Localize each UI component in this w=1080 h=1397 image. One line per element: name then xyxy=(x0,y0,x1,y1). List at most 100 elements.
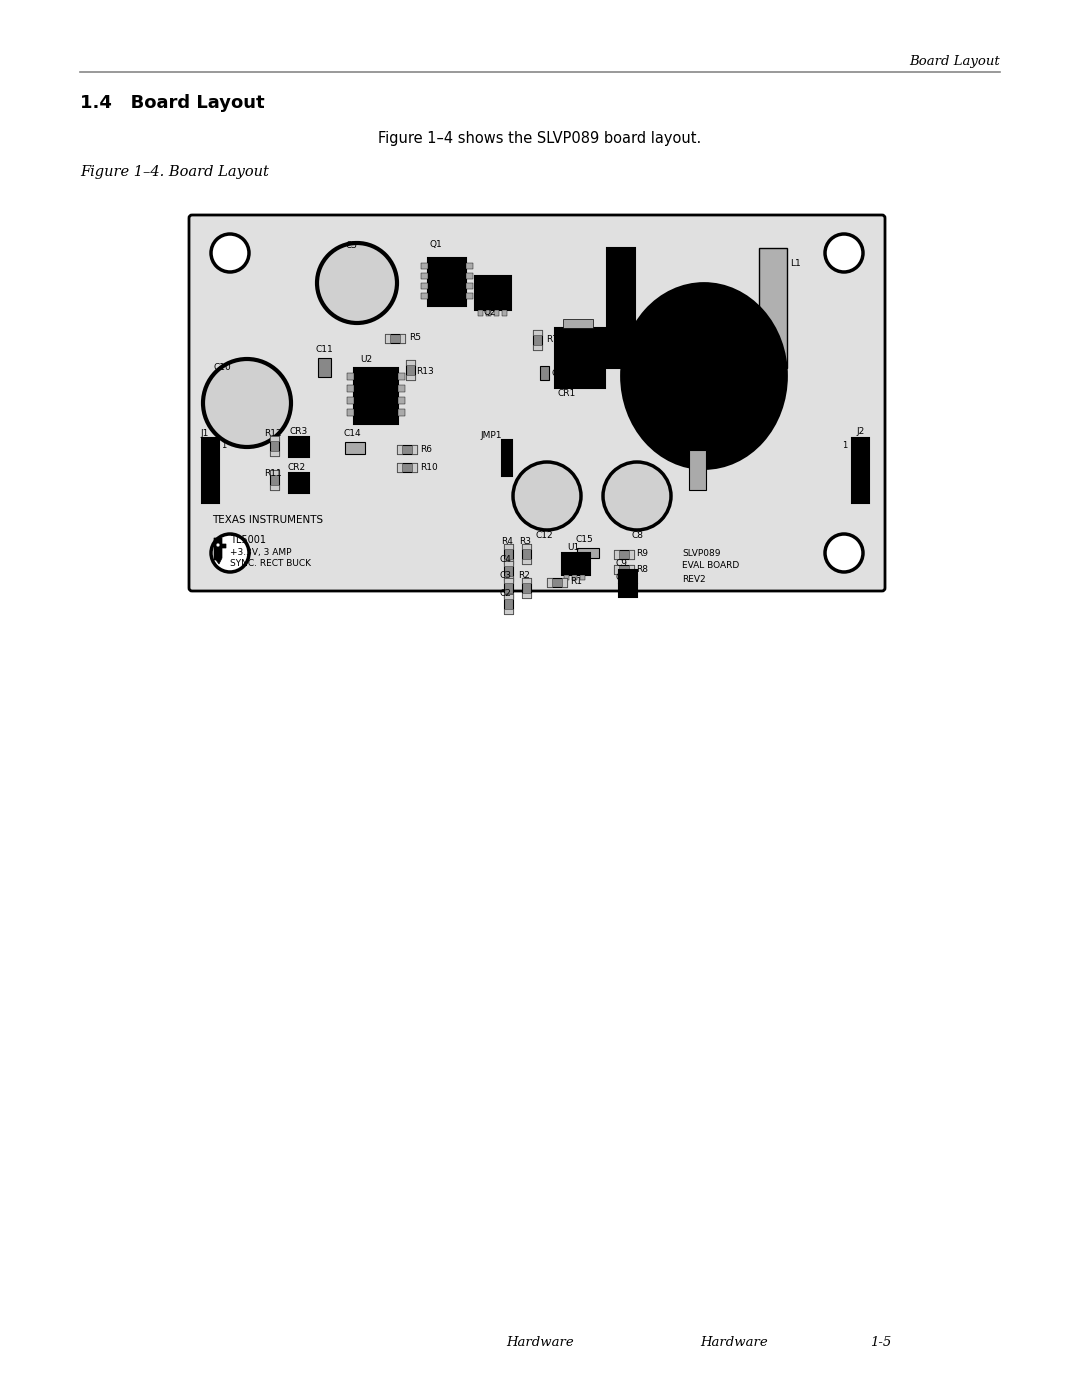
Text: Q2: Q2 xyxy=(483,309,496,317)
Bar xyxy=(546,578,552,587)
Bar xyxy=(562,578,567,587)
Bar xyxy=(522,578,531,598)
Text: C8: C8 xyxy=(631,531,643,539)
Bar xyxy=(397,462,402,472)
Bar xyxy=(270,469,279,490)
Text: C9: C9 xyxy=(616,559,627,567)
Text: Q1: Q1 xyxy=(430,240,443,250)
Text: R5: R5 xyxy=(409,334,421,342)
Text: R12: R12 xyxy=(264,429,282,439)
Text: Hardware: Hardware xyxy=(507,1336,573,1348)
Text: R10: R10 xyxy=(420,462,437,472)
Bar xyxy=(411,446,417,454)
Text: C1: C1 xyxy=(616,573,627,581)
Text: R2: R2 xyxy=(518,571,530,581)
Bar xyxy=(504,592,513,598)
Bar xyxy=(504,562,513,566)
Text: 1.4   Board Layout: 1.4 Board Layout xyxy=(80,94,265,112)
Bar xyxy=(421,293,428,299)
Circle shape xyxy=(203,359,291,447)
Bar xyxy=(465,284,473,289)
Bar xyxy=(270,451,279,455)
Bar xyxy=(572,576,577,580)
Circle shape xyxy=(825,235,863,272)
Bar xyxy=(475,277,511,310)
Bar xyxy=(504,594,513,615)
Ellipse shape xyxy=(621,284,786,468)
Bar xyxy=(522,543,531,549)
Bar xyxy=(347,386,354,393)
Bar xyxy=(629,564,634,574)
Bar xyxy=(759,249,787,367)
Circle shape xyxy=(513,462,581,529)
Text: R11: R11 xyxy=(264,469,282,479)
Bar xyxy=(534,330,542,335)
Bar xyxy=(504,578,513,598)
Bar xyxy=(397,446,402,454)
Text: +3.3V, 3 AMP: +3.3V, 3 AMP xyxy=(230,548,292,556)
Bar xyxy=(615,550,634,559)
Bar xyxy=(400,334,405,344)
Circle shape xyxy=(603,462,671,529)
Text: SLVP089: SLVP089 xyxy=(681,549,720,557)
Bar xyxy=(318,358,330,377)
Text: C13: C13 xyxy=(685,439,703,447)
Bar xyxy=(615,564,634,574)
Circle shape xyxy=(216,543,220,548)
Bar xyxy=(534,330,542,351)
Bar xyxy=(689,450,706,490)
Bar xyxy=(546,578,567,587)
Text: SYNC. RECT BUCK: SYNC. RECT BUCK xyxy=(230,559,311,567)
Circle shape xyxy=(204,441,216,454)
Bar xyxy=(504,562,513,581)
Bar xyxy=(502,440,512,476)
Bar xyxy=(615,550,619,559)
Text: R9: R9 xyxy=(636,549,648,559)
Text: C3: C3 xyxy=(500,571,512,581)
Circle shape xyxy=(211,534,249,571)
Bar xyxy=(347,409,354,416)
Text: Board Layout: Board Layout xyxy=(909,56,1000,68)
Bar xyxy=(399,373,405,380)
Bar xyxy=(406,360,415,380)
Bar xyxy=(406,374,415,380)
Circle shape xyxy=(854,441,866,454)
Text: CR3: CR3 xyxy=(289,426,307,436)
Bar xyxy=(289,474,309,493)
Text: L1: L1 xyxy=(789,258,800,267)
Text: R4: R4 xyxy=(501,538,513,546)
Bar xyxy=(504,543,513,564)
Bar xyxy=(347,397,354,404)
Bar xyxy=(522,578,531,583)
Bar xyxy=(577,548,599,557)
Text: Hardware: Hardware xyxy=(700,1336,768,1348)
Text: C12: C12 xyxy=(535,531,553,539)
Text: REV2: REV2 xyxy=(681,574,705,584)
Bar xyxy=(202,439,219,503)
Bar xyxy=(522,543,531,564)
Text: CR2: CR2 xyxy=(288,462,306,472)
Bar xyxy=(852,439,869,503)
Bar xyxy=(504,594,513,599)
Text: R13: R13 xyxy=(416,366,434,376)
Bar xyxy=(629,550,634,559)
Text: C4: C4 xyxy=(500,555,512,563)
Bar xyxy=(289,437,309,457)
Bar xyxy=(619,584,637,597)
Text: R8: R8 xyxy=(636,564,648,574)
Bar xyxy=(421,263,428,270)
Bar xyxy=(465,293,473,299)
Bar xyxy=(397,462,417,472)
Polygon shape xyxy=(214,538,226,564)
Bar xyxy=(270,485,279,490)
Text: R6: R6 xyxy=(420,444,432,454)
Bar xyxy=(494,310,499,316)
Bar xyxy=(522,559,531,564)
Text: C10: C10 xyxy=(214,363,232,373)
Text: 1-5: 1-5 xyxy=(870,1336,891,1348)
Bar xyxy=(354,367,399,425)
Text: C11: C11 xyxy=(316,345,334,355)
Text: TL5001: TL5001 xyxy=(230,535,266,545)
Text: C5: C5 xyxy=(345,240,357,250)
Bar xyxy=(397,446,417,454)
